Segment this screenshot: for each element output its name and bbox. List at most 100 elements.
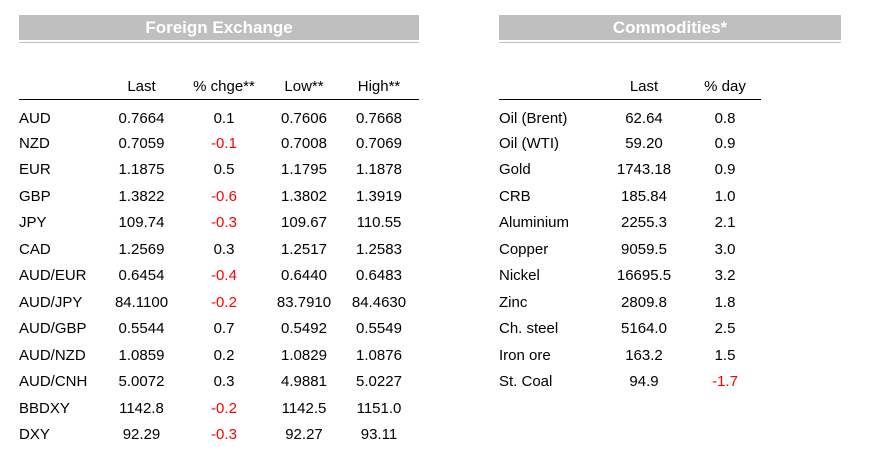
cell-name: AUD/GBP (19, 320, 87, 338)
cell-low: 0.7008 (281, 134, 327, 152)
cell-high: 1.2583 (356, 240, 402, 258)
cell-last: 1743.18 (616, 161, 672, 179)
cell-chg: 0.1 (213, 109, 235, 127)
cell-name: AUD/CNH (19, 373, 88, 391)
table-row: Iron ore 163.2 1.5 (499, 342, 761, 369)
cell-name: DXY (19, 426, 50, 444)
table-row: St. Coal 94.9 -1.7 (499, 369, 761, 396)
cell-chg: -0.1 (211, 134, 237, 152)
cell-chg: 0.3 (213, 240, 235, 258)
cell-last: 5.0072 (118, 373, 165, 391)
cell-low: 1.3802 (281, 187, 327, 205)
cell-day: 2.5 (714, 320, 736, 338)
table-row: JPY 109.74 -0.3 109.67 110.55 (19, 210, 419, 237)
cell-high: 1151.0 (356, 399, 402, 417)
table-row: AUD/EUR 0.6454 -0.4 0.6440 0.6483 (19, 263, 419, 290)
cell-name: Gold (499, 161, 531, 179)
cell-name: Aluminium (499, 214, 570, 232)
table-row: EUR 1.1875 0.5 1.1795 1.1878 (19, 157, 419, 184)
cell-high: 0.5549 (356, 320, 402, 338)
cell-last: 9059.5 (621, 240, 667, 258)
fx-header-low: Low** (284, 78, 324, 95)
table-row: DXY 92.29 -0.3 92.27 93.11 (19, 422, 419, 449)
table-row: AUD/NZD 1.0859 0.2 1.0829 1.0876 (19, 342, 419, 369)
cell-name: AUD/JPY (19, 293, 83, 311)
table-row: Ch. steel 5164.0 2.5 (499, 316, 761, 343)
table-row: Aluminium 2255.3 2.1 (499, 210, 761, 237)
cell-last: 0.5544 (118, 320, 165, 338)
cell-last: 94.9 (629, 373, 659, 391)
fx-table: Last % chge** Low** High** AUD 0.7664 0.1 0… (19, 69, 419, 448)
cell-day: 1.0 (714, 187, 736, 205)
cell-day: 0.9 (714, 134, 736, 152)
table-row: NZD 0.7059 -0.1 0.7008 0.7069 (19, 130, 419, 157)
commodities-title: Commodities* (499, 15, 841, 43)
cell-day: 2.1 (714, 214, 736, 232)
fx-header-high: High** (357, 78, 401, 95)
cell-last: 185.84 (621, 187, 667, 205)
cell-day: 0.9 (714, 161, 736, 179)
cell-last: 0.7059 (118, 134, 165, 152)
cell-name: GBP (19, 187, 51, 205)
fx-header-row: Last % chge** Low** High** (19, 69, 419, 100)
cell-low: 0.5492 (281, 320, 327, 338)
table-row: Nickel 16695.5 3.2 (499, 263, 761, 290)
table-row: GBP 1.3822 -0.6 1.3802 1.3919 (19, 183, 419, 210)
cell-low: 92.27 (285, 426, 323, 444)
cell-high: 0.7668 (356, 109, 402, 127)
cell-name: Ch. steel (499, 320, 559, 338)
cell-low: 4.9881 (281, 373, 327, 391)
cell-name: JPY (19, 214, 47, 232)
cell-last: 84.1100 (114, 293, 169, 311)
cell-last: 163.2 (625, 346, 663, 364)
cell-high: 93.11 (360, 426, 398, 444)
table-row: Zinc 2809.8 1.8 (499, 289, 761, 316)
table-row: AUD/GBP 0.5544 0.7 0.5492 0.5549 (19, 316, 419, 343)
cell-day: 0.8 (714, 109, 736, 127)
cell-chg: -0.2 (211, 399, 237, 417)
cell-last: 1.3822 (118, 187, 165, 205)
cell-low: 1.1795 (281, 161, 327, 179)
cell-low: 109.67 (281, 214, 327, 232)
cell-name: Iron ore (499, 346, 551, 364)
fx-header-name (19, 69, 104, 100)
cell-high: 110.55 (356, 214, 402, 232)
fx-header-chg: % chge** (193, 78, 255, 95)
cell-last: 5164.0 (621, 320, 667, 338)
fx-header-last: Last (127, 78, 156, 95)
cell-name: BBDXY (19, 399, 70, 417)
cell-high: 1.3919 (356, 187, 402, 205)
cell-last: 59.20 (625, 134, 663, 152)
cell-low: 1.2517 (281, 240, 327, 258)
table-row: CAD 1.2569 0.3 1.2517 1.2583 (19, 236, 419, 263)
cell-last: 0.7664 (118, 109, 165, 127)
cell-name: Zinc (499, 293, 528, 311)
cell-last: 1.1875 (118, 161, 165, 179)
cell-name: AUD (19, 109, 51, 127)
cell-name: CRB (499, 187, 531, 205)
cell-chg: -0.3 (211, 426, 237, 444)
cell-name: Oil (WTI) (499, 134, 559, 152)
cell-chg: -0.4 (211, 267, 237, 285)
cell-name: Oil (Brent) (499, 109, 568, 127)
cell-chg: 0.2 (213, 346, 235, 364)
cell-chg: -0.6 (211, 187, 237, 205)
table-row: AUD 0.7664 0.1 0.7606 0.7668 (19, 100, 419, 131)
commodities-header-name (499, 69, 599, 100)
cell-high: 1.1878 (356, 161, 402, 179)
cell-name: St. Coal (499, 373, 553, 391)
cell-high: 0.6483 (356, 267, 402, 285)
cell-low: 0.7606 (281, 109, 327, 127)
cell-last: 16695.5 (616, 267, 672, 285)
cell-last: 1142.8 (119, 399, 164, 417)
cell-day: 3.2 (714, 267, 736, 285)
cell-chg: -0.2 (211, 293, 237, 311)
cell-high: 1.0876 (356, 346, 402, 364)
cell-low: 0.6440 (281, 267, 327, 285)
cell-last: 62.64 (625, 109, 663, 127)
table-row: Gold 1743.18 0.9 (499, 157, 761, 184)
table-row: Oil (Brent) 62.64 0.8 (499, 100, 761, 131)
cell-name: Copper (499, 240, 549, 258)
cell-name: CAD (19, 240, 51, 258)
cell-chg: 0.5 (213, 161, 235, 179)
